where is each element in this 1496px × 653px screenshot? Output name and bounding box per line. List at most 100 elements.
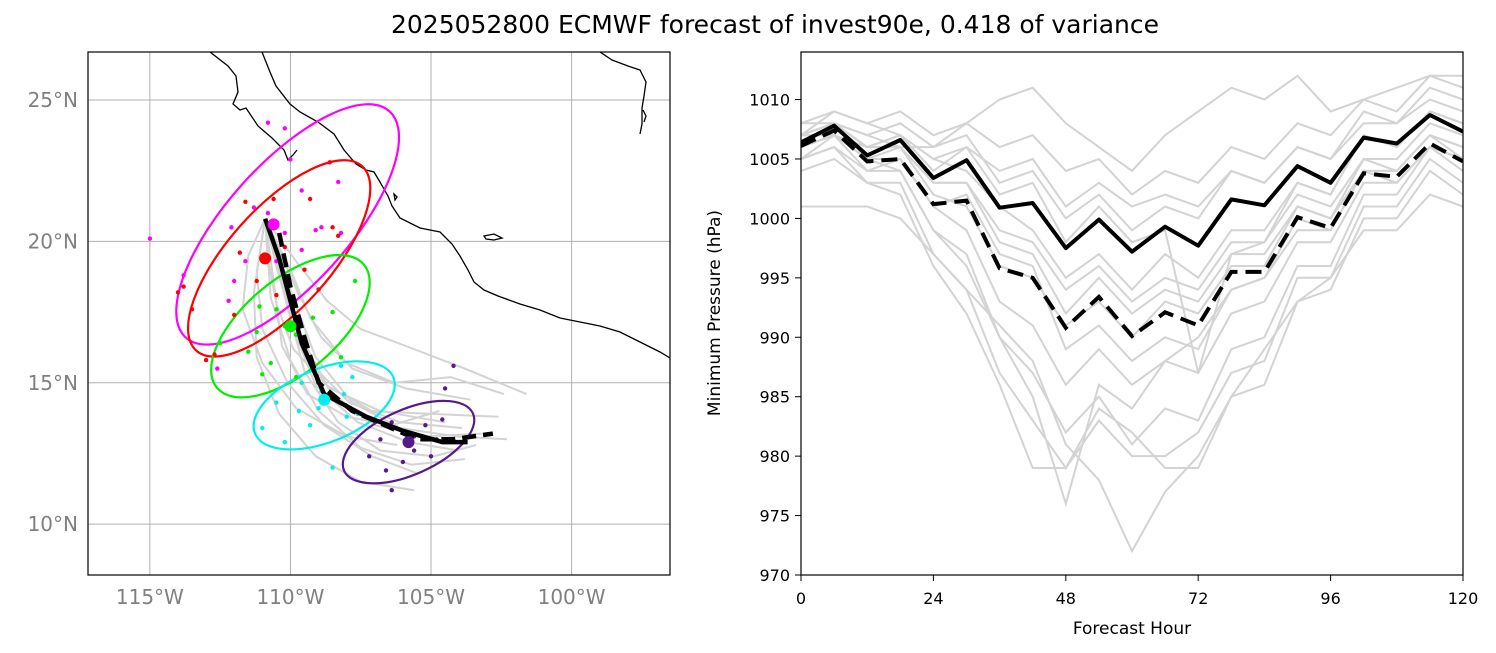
ensemble-position-point <box>274 292 279 298</box>
y-tick-label: 975 <box>759 507 790 526</box>
pressure-panel: 0 24 48 72 96 120 970 975 980 985 990 995 1000 1005 1… <box>705 51 1478 639</box>
map-y-tick-label: 15°N <box>28 371 78 395</box>
mean-position-marker <box>402 436 415 449</box>
mean-pressure-lines <box>801 113 1463 339</box>
x-tick-label: 120 <box>1448 589 1479 608</box>
ensemble-position-point <box>400 459 406 465</box>
ensemble-position-point <box>243 259 248 264</box>
uncertainty-ellipse <box>186 159 372 358</box>
ensemble-position-point <box>336 233 341 238</box>
ensemble-position-point <box>265 120 271 125</box>
ensemble-pressure-line <box>801 145 1463 363</box>
ensemble-position-point <box>237 250 242 255</box>
ensemble-position-point <box>246 349 251 354</box>
ensemble-pressure-lines <box>801 74 1463 554</box>
ensemble-position-point <box>271 196 276 202</box>
ensemble-position-point <box>330 465 335 470</box>
coastline-mexico-mainland <box>261 52 670 359</box>
ensemble-pressure-line <box>801 193 1463 554</box>
mean-position-marker <box>259 252 272 265</box>
pressure-frame <box>800 51 1464 576</box>
mean-track <box>262 218 494 445</box>
ensemble-position-point <box>282 126 287 131</box>
coastline-baja <box>209 52 298 162</box>
figure-title: 2025052800 ECMWF forecast of invest90e, … <box>390 10 1160 39</box>
ensemble-position-point <box>274 307 279 312</box>
ensemble-position-point <box>274 400 279 405</box>
ensemble-positions <box>147 120 456 493</box>
mean-pressure-solid <box>801 113 1463 254</box>
ensemble-position-point <box>330 225 335 230</box>
ensemble-position-point <box>189 307 195 312</box>
mean-pressure-dashed <box>801 128 1463 339</box>
map-x-tick-label: 105°W <box>397 585 465 609</box>
ensemble-position-point <box>181 273 186 278</box>
map-y-tick-labels: 10°N 15°N 20°N 25°N <box>28 88 78 536</box>
ensemble-position-point <box>423 423 428 428</box>
y-tick-label: 985 <box>759 388 790 407</box>
ensemble-position-point <box>383 468 389 473</box>
map-y-tick-label: 25°N <box>28 88 78 112</box>
ensemble-position-point <box>254 278 259 284</box>
y-tick-label: 1000 <box>749 209 790 228</box>
y-axis-label: Minimum Pressure (hPa) <box>705 210 725 416</box>
ensemble-position-point <box>302 267 307 272</box>
uncertainty-ellipse <box>210 253 371 399</box>
map-x-tick-label: 100°W <box>538 585 606 609</box>
ensemble-position-point <box>260 372 265 377</box>
pressure-plot-area <box>801 74 1463 554</box>
map-x-tick-labels: 115°W 110°W 105°W 100°W <box>116 585 606 609</box>
ensemble-position-point <box>428 454 434 459</box>
ensemble-track <box>264 218 527 396</box>
ensemble-position-point <box>282 439 287 445</box>
ensemble-position-point <box>451 363 456 368</box>
x-tick-label: 48 <box>1056 589 1076 608</box>
coastline-gulf <box>599 52 647 135</box>
ensemble-position-point <box>215 366 220 371</box>
ensemble-position-point <box>338 363 344 368</box>
ensemble-position-point <box>268 360 273 366</box>
ensemble-position-point <box>307 423 313 428</box>
ensemble-position-point <box>147 236 153 241</box>
ensemble-position-point <box>265 210 271 216</box>
x-tick-label: 24 <box>923 589 943 608</box>
ensemble-position-point <box>296 408 302 414</box>
ensemble-position-point <box>389 420 394 425</box>
map-x-tick-label: 115°W <box>116 585 184 609</box>
ensemble-pressure-line <box>801 86 1463 232</box>
ensemble-pressure-line <box>801 74 1463 196</box>
ensemble-position-point <box>254 329 259 335</box>
pressure-x-ticks: 0 24 48 72 96 120 <box>796 575 1478 608</box>
y-tick-label: 995 <box>759 269 790 288</box>
ensemble-position-point <box>310 315 316 320</box>
ensemble-position-point <box>243 199 248 204</box>
ensemble-position-point <box>316 406 321 411</box>
map-y-tick-label: 10°N <box>28 512 78 536</box>
ensemble-position-point <box>226 298 231 303</box>
ensemble-position-point <box>367 454 372 459</box>
uncertainty-ellipses <box>175 103 476 485</box>
mean-position-marker <box>267 218 280 231</box>
ensemble-position-point <box>251 205 257 210</box>
map-y-tick-label: 20°N <box>28 229 78 253</box>
ensemble-pressure-line <box>801 122 1463 316</box>
ensemble-position-point <box>212 352 217 357</box>
ensemble-position-point <box>299 188 304 193</box>
x-tick-label: 96 <box>1320 589 1340 608</box>
ensemble-track <box>264 218 471 401</box>
ensemble-position-point <box>229 225 234 230</box>
mean-positions <box>259 218 415 449</box>
map-panel: 115°W 110°W 105°W 100°W 10°N 15°N 20°N 25°N <box>28 51 671 609</box>
coastline <box>209 52 670 359</box>
coastline-gulf-inner <box>642 109 647 123</box>
mean-position-marker <box>318 393 331 406</box>
ensemble-position-point <box>327 160 332 165</box>
ensemble-position-point <box>352 278 358 284</box>
ensemble-position-point <box>293 374 299 380</box>
ensemble-position-point <box>350 374 355 380</box>
ensemble-position-point <box>389 488 394 493</box>
ensemble-position-point <box>307 196 313 202</box>
ensemble-position-point <box>338 230 344 236</box>
uncertainty-ellipse <box>341 399 476 485</box>
mean-position-marker <box>284 320 297 333</box>
